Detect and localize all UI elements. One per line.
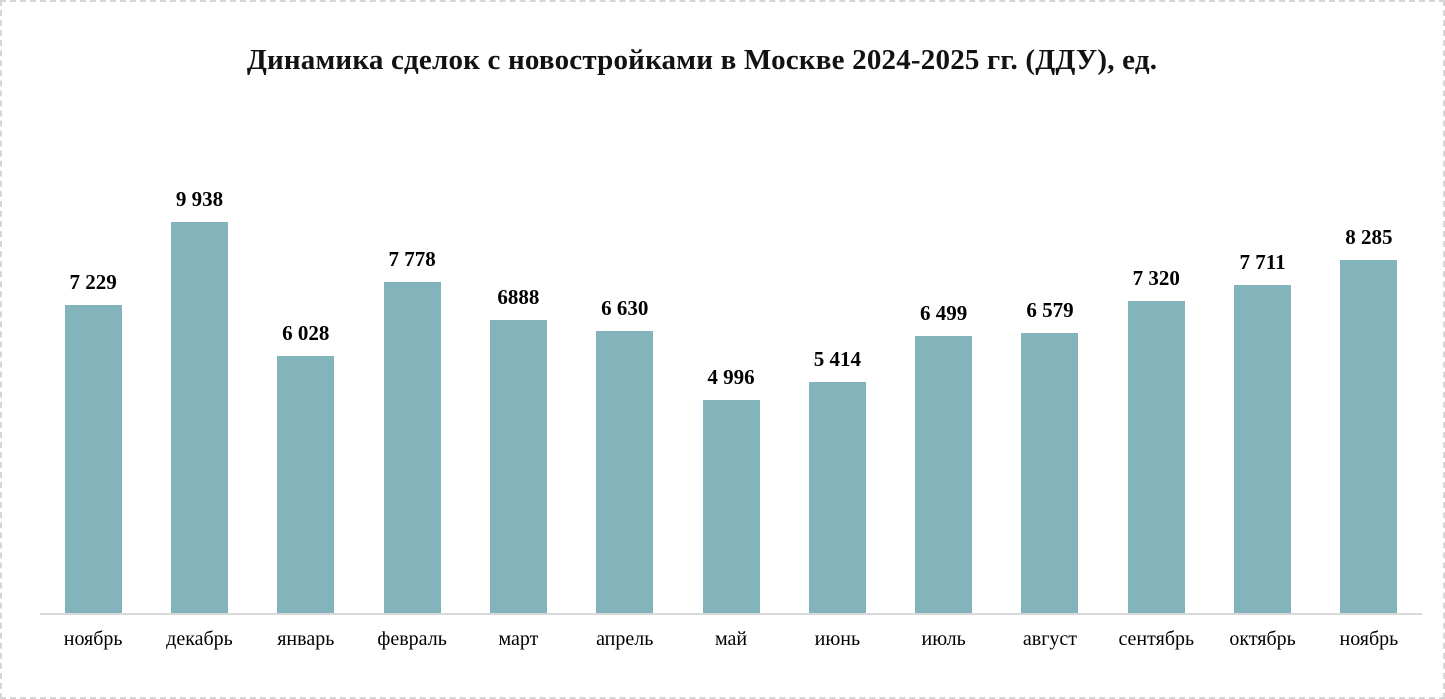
bar-group: 6 630 — [572, 187, 678, 613]
bar-value-label: 6888 — [497, 285, 540, 309]
bar-group: 9 938 — [146, 187, 252, 613]
bar-group: 4 996 — [678, 187, 784, 613]
x-axis-label: февраль — [377, 628, 447, 650]
chart-title: Динамика сделок с новостройками в Москве… — [246, 44, 1158, 76]
bar — [383, 282, 441, 613]
bar — [596, 331, 654, 613]
x-axis-label: июль — [921, 628, 966, 650]
bar-value-label: 4 996 — [707, 365, 755, 389]
bar-value-label: 7 778 — [388, 247, 436, 271]
x-axis-label: январь — [277, 628, 335, 650]
bar-value-label: 6 579 — [1026, 298, 1074, 322]
x-axis-label: декабрь — [166, 628, 233, 650]
bar — [170, 222, 228, 613]
bar-value-label: 6 499 — [920, 301, 968, 325]
bar-group: 8 285 — [1316, 187, 1422, 613]
x-axis-row: ноябрь декабрь январь февраль март апрель май и… — [40, 624, 1422, 654]
bar — [1021, 333, 1079, 613]
x-axis-label: май — [714, 628, 748, 650]
x-axis-label: октябрь — [1229, 628, 1296, 650]
x-axis-label: апрель — [596, 628, 654, 650]
bar-group: 5 414 — [784, 187, 890, 613]
x-axis-label: ноябрь — [1339, 628, 1399, 650]
bar-group: 6 028 — [253, 187, 359, 613]
bar-group: 7 778 — [359, 187, 465, 613]
bar-group: 7 711 — [1209, 187, 1315, 613]
plot-area: 7 229 9 938 6 028 7 778 6888 6 630 4 996 5 414 6… — [40, 187, 1422, 613]
bar — [702, 400, 760, 613]
bar-group: 6 579 — [997, 187, 1103, 613]
x-axis-label: июнь — [814, 628, 861, 650]
bar-group: 7 229 — [40, 187, 146, 613]
bar — [915, 336, 973, 613]
bar — [1234, 285, 1292, 613]
bar — [1340, 260, 1398, 613]
x-axis-line — [40, 613, 1422, 615]
bar — [489, 320, 547, 613]
x-axis-label: август — [1022, 628, 1078, 650]
bar-group: 6888 — [465, 187, 571, 613]
bar-value-label: 7 229 — [69, 270, 117, 294]
bar-value-label: 9 938 — [175, 187, 224, 211]
x-axis-label: март — [498, 628, 539, 650]
x-axis-label: ноябрь — [63, 628, 123, 650]
bar-group: 6 499 — [891, 187, 997, 613]
bar — [1127, 301, 1185, 613]
bar-value-label: 5 414 — [813, 347, 861, 371]
bar — [808, 382, 866, 613]
bar-value-label: 6 028 — [282, 321, 330, 345]
bar-value-label: 7 320 — [1132, 266, 1180, 290]
bar — [64, 305, 122, 613]
bar-value-label: 6 630 — [601, 296, 649, 320]
bar-value-label: 8 285 — [1345, 225, 1393, 249]
x-axis-label: сентябрь — [1118, 628, 1195, 650]
bar-value-label: 7 711 — [1239, 250, 1286, 274]
bar-group: 7 320 — [1103, 187, 1209, 613]
bar — [277, 356, 335, 613]
